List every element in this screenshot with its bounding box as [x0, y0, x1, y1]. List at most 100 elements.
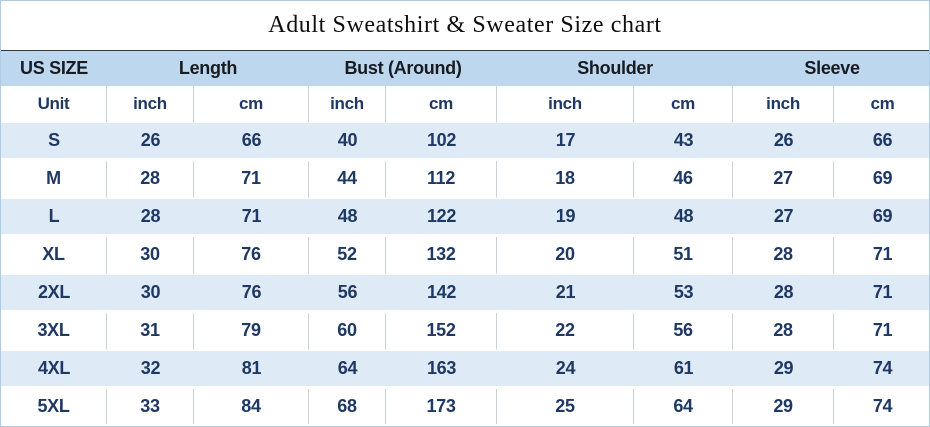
- unit-header-cell: cm: [194, 86, 309, 123]
- value-cell: 28: [107, 161, 194, 199]
- size-cell: 5XL: [1, 389, 107, 424]
- value-cell: 26: [107, 123, 194, 161]
- unit-header-cell: cm: [834, 86, 929, 123]
- group-header-row: US SIZE Length Bust (Around) Shoulder Sl…: [1, 50, 929, 86]
- unit-header-cell: inch: [497, 86, 635, 123]
- value-cell: 71: [834, 275, 929, 313]
- value-cell: 71: [834, 237, 929, 275]
- value-cell: 74: [834, 389, 929, 424]
- value-cell: 44: [309, 161, 386, 199]
- value-cell: 152: [386, 313, 498, 351]
- table-row: 5XL 33 84 68 173 25 64 29 74: [1, 389, 929, 424]
- size-cell: XL: [1, 237, 107, 275]
- size-cell: S: [1, 123, 107, 161]
- size-cell: L: [1, 199, 107, 237]
- value-cell: 69: [834, 199, 929, 237]
- value-cell: 84: [194, 389, 309, 424]
- value-cell: 29: [733, 389, 835, 424]
- value-cell: 68: [309, 389, 386, 424]
- value-cell: 29: [733, 351, 835, 389]
- size-cell: 2XL: [1, 275, 107, 313]
- table-row: 2XL 30 76 56 142 21 53 28 71: [1, 275, 929, 313]
- column-group-bust: Bust (Around): [309, 50, 498, 86]
- size-cell: 3XL: [1, 313, 107, 351]
- value-cell: 66: [834, 123, 929, 161]
- value-cell: 21: [497, 275, 635, 313]
- value-cell: 132: [386, 237, 498, 275]
- unit-header-cell: inch: [107, 86, 194, 123]
- value-cell: 163: [386, 351, 498, 389]
- value-cell: 76: [194, 275, 309, 313]
- value-cell: 66: [194, 123, 309, 161]
- value-cell: 22: [497, 313, 635, 351]
- table-row: L 28 71 48 122 19 48 27 69: [1, 199, 929, 237]
- value-cell: 48: [634, 199, 734, 237]
- value-cell: 76: [194, 237, 309, 275]
- value-cell: 24: [497, 351, 635, 389]
- value-cell: 31: [107, 313, 194, 351]
- table-row: S 26 66 40 102 17 43 26 66: [1, 123, 929, 161]
- unit-header-cell: cm: [634, 86, 734, 123]
- value-cell: 142: [386, 275, 498, 313]
- value-cell: 30: [107, 275, 194, 313]
- column-group-length: Length: [107, 50, 309, 86]
- value-cell: 122: [386, 199, 498, 237]
- value-cell: 26: [733, 123, 835, 161]
- value-cell: 60: [309, 313, 386, 351]
- value-cell: 53: [634, 275, 734, 313]
- value-cell: 32: [107, 351, 194, 389]
- value-cell: 28: [733, 275, 835, 313]
- unit-header-cell: cm: [386, 86, 498, 123]
- value-cell: 20: [497, 237, 635, 275]
- value-cell: 25: [497, 389, 635, 424]
- table-row: 4XL 32 81 64 163 24 61 29 74: [1, 351, 929, 389]
- value-cell: 46: [634, 161, 734, 199]
- value-cell: 33: [107, 389, 194, 424]
- chart-title: Adult Sweatshirt & Sweater Size chart: [268, 12, 662, 38]
- value-cell: 43: [634, 123, 734, 161]
- value-cell: 17: [497, 123, 635, 161]
- unit-header-cell: inch: [309, 86, 386, 123]
- value-cell: 112: [386, 161, 498, 199]
- size-cell: 4XL: [1, 351, 107, 389]
- value-cell: 56: [634, 313, 734, 351]
- value-cell: 28: [733, 237, 835, 275]
- value-cell: 51: [634, 237, 734, 275]
- table-row: M 28 71 44 112 18 46 27 69: [1, 161, 929, 199]
- value-cell: 27: [733, 161, 835, 199]
- value-cell: 71: [834, 313, 929, 351]
- value-cell: 56: [309, 275, 386, 313]
- value-cell: 81: [194, 351, 309, 389]
- value-cell: 19: [497, 199, 635, 237]
- value-cell: 52: [309, 237, 386, 275]
- value-cell: 27: [733, 199, 835, 237]
- value-cell: 18: [497, 161, 635, 199]
- value-cell: 61: [634, 351, 734, 389]
- unit-header-cell: inch: [733, 86, 835, 123]
- value-cell: 64: [309, 351, 386, 389]
- size-cell: M: [1, 161, 107, 199]
- value-cell: 79: [194, 313, 309, 351]
- table-row: 3XL 31 79 60 152 22 56 28 71: [1, 313, 929, 351]
- value-cell: 71: [194, 161, 309, 199]
- unit-header-row: Unit inch cm inch cm inch cm inch cm: [1, 86, 929, 123]
- value-cell: 28: [733, 313, 835, 351]
- value-cell: 30: [107, 237, 194, 275]
- size-table: US SIZE Length Bust (Around) Shoulder Sl…: [1, 50, 929, 424]
- value-cell: 40: [309, 123, 386, 161]
- value-cell: 74: [834, 351, 929, 389]
- unit-header-cell: Unit: [1, 86, 107, 123]
- table-row: XL 30 76 52 132 20 51 28 71: [1, 237, 929, 275]
- value-cell: 102: [386, 123, 498, 161]
- value-cell: 69: [834, 161, 929, 199]
- value-cell: 28: [107, 199, 194, 237]
- column-group-shoulder: Shoulder: [497, 50, 734, 86]
- value-cell: 173: [386, 389, 498, 424]
- title-bar: Adult Sweatshirt & Sweater Size chart: [1, 1, 929, 50]
- column-group-us-size: US SIZE: [1, 50, 107, 86]
- value-cell: 64: [634, 389, 734, 424]
- value-cell: 71: [194, 199, 309, 237]
- value-cell: 48: [309, 199, 386, 237]
- size-table-body: S 26 66 40 102 17 43 26 66 M 28 71 44 112 18 46 27 69 L 28 7…: [1, 123, 929, 424]
